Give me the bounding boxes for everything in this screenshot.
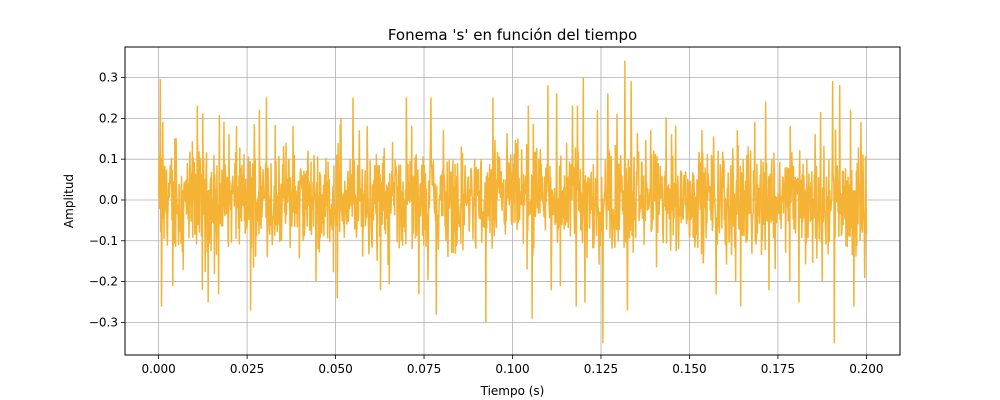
x-tick-label: 0.175 xyxy=(761,362,795,376)
x-tick-label: 0.000 xyxy=(141,362,175,376)
series-line xyxy=(157,60,868,344)
x-tick-label: 0.075 xyxy=(407,362,441,376)
y-tick-label: 0.2 xyxy=(99,111,118,125)
x-axis-label: Tiempo (s) xyxy=(480,384,545,398)
y-tick-label: −0.3 xyxy=(89,315,118,329)
grid-lines xyxy=(125,47,900,355)
x-tick-label: 0.150 xyxy=(672,362,706,376)
y-tick-label: −0.2 xyxy=(89,275,118,289)
y-tick-label: 0.1 xyxy=(99,152,118,166)
y-tick-label: −0.1 xyxy=(89,234,118,248)
x-tick-label: 0.200 xyxy=(849,362,883,376)
x-tick-label: 0.125 xyxy=(584,362,618,376)
y-tick-label: 0.3 xyxy=(99,71,118,85)
y-tick-label: 0.0 xyxy=(99,193,118,207)
plot-area xyxy=(157,60,868,344)
x-tick-label: 0.050 xyxy=(318,362,352,376)
x-tick-label: 0.025 xyxy=(230,362,264,376)
x-axis-ticks: 0.000 0.025 0.050 0.075 0.100 0.125 0.150 0.175… xyxy=(141,355,884,376)
y-axis-label: Amplitud xyxy=(62,174,76,228)
y-axis-ticks: 0.3 0.2 0.1 0.0 −0.1 −0.2 −0.3 xyxy=(89,71,125,329)
series-group xyxy=(157,60,868,344)
chart-title: Fonema 's' en función del tiempo xyxy=(388,26,637,44)
x-tick-label: 0.100 xyxy=(495,362,529,376)
